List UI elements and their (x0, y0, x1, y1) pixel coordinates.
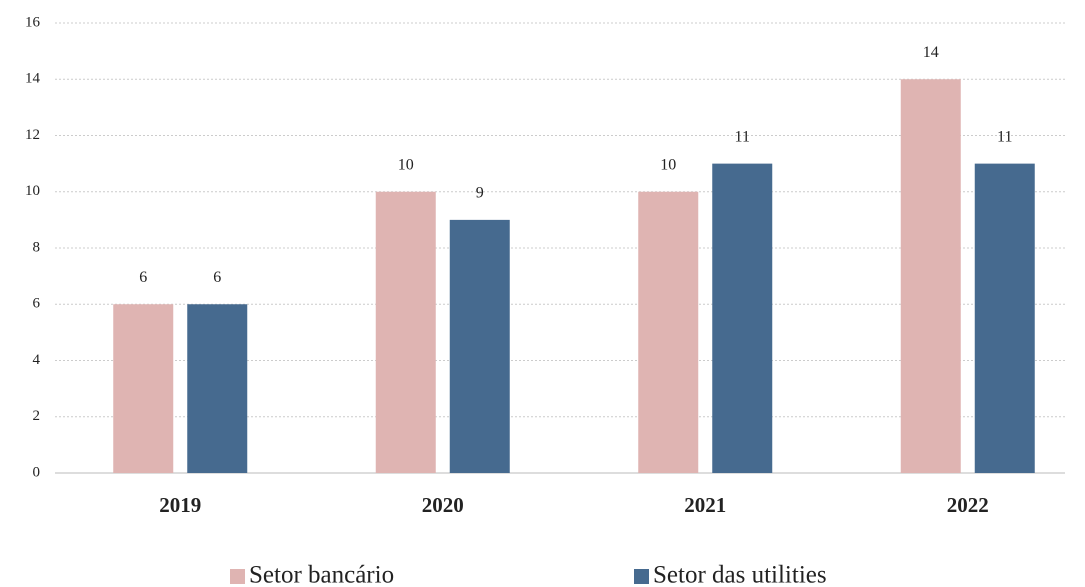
bar (113, 304, 174, 473)
value-label: 6 (139, 269, 147, 286)
value-label: 9 (476, 185, 484, 202)
bar (375, 191, 436, 473)
y-tick-label: 12 (25, 127, 40, 143)
bar (974, 163, 1035, 473)
bar (900, 79, 961, 473)
value-label: 11 (735, 128, 750, 145)
y-tick-label: 2 (33, 408, 41, 424)
bar (638, 191, 699, 473)
bar (712, 163, 773, 473)
value-label: 6 (213, 269, 221, 286)
bar (449, 219, 510, 473)
y-tick-label: 4 (33, 352, 41, 368)
legend-label: Setor bancário (249, 562, 394, 587)
value-label: 14 (923, 44, 939, 61)
legend-label: Setor das utilities (653, 562, 827, 587)
legend-swatch (230, 569, 245, 584)
y-tick-label: 6 (33, 296, 41, 312)
y-tick-label: 8 (33, 239, 41, 255)
x-tick-label: 2021 (684, 493, 726, 517)
value-label: 10 (398, 156, 414, 173)
y-tick-label: 14 (25, 71, 41, 87)
x-tick-label: 2019 (159, 493, 201, 517)
legend-swatch (634, 569, 649, 584)
value-label: 10 (660, 156, 676, 173)
x-tick-label: 2020 (422, 493, 464, 517)
value-label: 11 (997, 128, 1012, 145)
y-tick-label: 10 (25, 183, 40, 199)
y-tick-label: 16 (25, 14, 41, 30)
y-tick-label: 0 (33, 464, 41, 480)
bar (187, 304, 248, 473)
x-tick-label: 2022 (947, 493, 989, 517)
